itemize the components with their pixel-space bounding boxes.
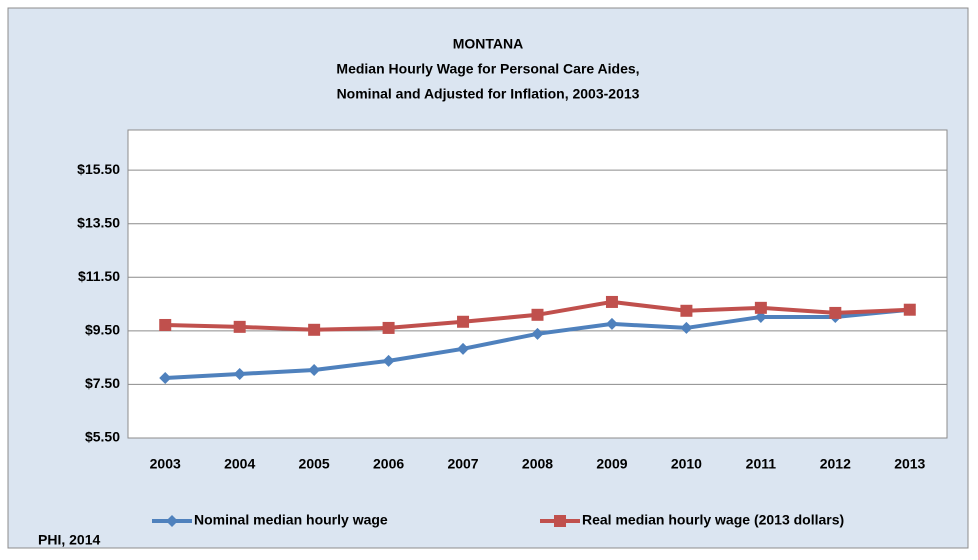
data-point (159, 318, 172, 331)
chart-title: MONTANA (453, 36, 524, 52)
data-point (829, 306, 842, 319)
data-point (754, 310, 767, 323)
source: PHI, 2014 (38, 532, 100, 548)
data-point (754, 301, 767, 314)
legend-marker (554, 515, 566, 527)
x-tick-label: 2010 (671, 456, 702, 472)
x-tick-label: 2008 (522, 456, 553, 472)
x-tick-label: 2011 (746, 456, 777, 472)
x-tick-label: 2004 (224, 456, 255, 472)
data-point (457, 315, 470, 328)
y-tick-label: $13.50 (77, 214, 120, 230)
y-tick-label: $15.50 (77, 161, 120, 177)
data-point (382, 321, 395, 334)
data-point (308, 323, 321, 336)
data-point (531, 327, 544, 340)
x-tick-label: 2003 (150, 456, 181, 472)
data-point (680, 304, 693, 317)
legend-label: Nominal median hourly wage (194, 512, 388, 528)
legend-label: Real median hourly wage (2013 dollars) (582, 512, 844, 528)
x-tick-label: 2006 (373, 456, 404, 472)
y-tick-label: $7.50 (85, 375, 120, 391)
data-point (308, 363, 321, 376)
data-point (457, 342, 470, 355)
data-point (605, 295, 618, 308)
y-tick-label: $5.50 (85, 429, 120, 445)
y-tick-label: $9.50 (85, 322, 120, 338)
y-tick-label: $11.50 (78, 268, 120, 284)
x-tick-label: 2013 (894, 456, 925, 472)
x-tick-label: 2009 (596, 456, 627, 472)
plot-area (127, 129, 948, 439)
data-point (233, 320, 246, 333)
legend-marker (166, 515, 178, 527)
data-point (903, 303, 916, 316)
data-point (605, 317, 618, 330)
x-tick-label: 2012 (820, 456, 851, 472)
chart-title: Median Hourly Wage for Personal Care Aid… (336, 61, 639, 77)
chart-title: Nominal and Adjusted for Inflation, 2003… (337, 86, 640, 102)
data-point (680, 321, 693, 334)
data-point (159, 372, 172, 385)
data-point (382, 354, 395, 367)
x-tick-label: 2007 (447, 456, 478, 472)
x-tick-label: 2005 (299, 456, 330, 472)
data-point (531, 308, 544, 321)
data-point (233, 367, 246, 380)
